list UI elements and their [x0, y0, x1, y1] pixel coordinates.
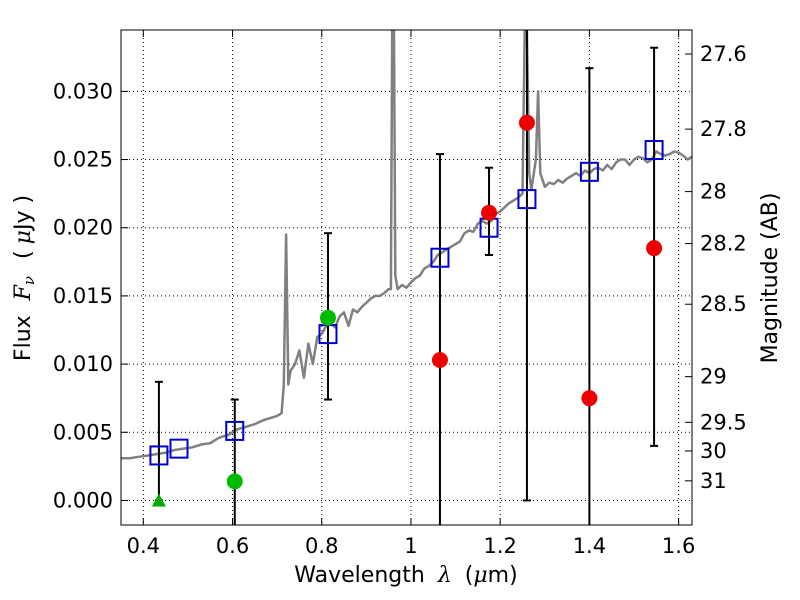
y-axis: 0.000 0.005 0.010 0.015 0.020 0.025 0.030	[53, 79, 128, 512]
plot-frame	[120, 29, 693, 526]
model-photometry-square	[149, 445, 169, 466]
model-photometry-square	[517, 189, 537, 210]
x-tick-label: 0.8	[305, 534, 338, 558]
x-tick-label: 0.4	[127, 534, 160, 558]
y-axis-label-text: Flux	[11, 315, 36, 361]
y-tick-label: 0.015	[53, 284, 113, 308]
model-photometry-square	[644, 140, 664, 160]
y-axis-label-unit-open: (	[11, 250, 36, 259]
x-axis-label-unit-close: m)	[488, 563, 518, 588]
detection-marker	[226, 473, 243, 490]
y2-tick-label: 29	[700, 365, 727, 389]
y2-tick-label: 27.6	[700, 42, 747, 66]
non-detection-marker	[481, 204, 498, 221]
y2-tick-label: 28.5	[700, 292, 747, 316]
x-tick-label: 1.2	[483, 534, 516, 558]
model-photometry-square	[225, 420, 245, 441]
y-axis-label: Flux Fν ( μJy )	[11, 195, 40, 361]
non-detection-marker	[431, 352, 448, 368]
y2-axis-label: Magnitude (AB)	[758, 193, 783, 364]
y2-axis: 27.6 27.8 28 28.2 28.5 29 29.5 30 31	[685, 42, 747, 493]
y2-tick-label: 29.5	[700, 410, 747, 434]
detection-marker	[319, 309, 336, 326]
x-axis-label-text: Wavelength	[294, 563, 425, 588]
non-detection-marker	[646, 240, 663, 257]
x-axis-label-unit-open: (	[465, 563, 474, 588]
upper-limit-marker	[151, 493, 166, 507]
y2-tick-label: 27.8	[700, 117, 747, 141]
x-tick-label: 0.6	[216, 534, 249, 558]
non-detection-marker	[518, 114, 535, 131]
y2-tick-label: 30	[700, 439, 727, 463]
x-axis-label: Wavelength λ (μm)	[294, 563, 517, 588]
model-photometry-square	[579, 161, 599, 182]
x-tick-label: 1.4	[573, 534, 606, 558]
y-axis-label-mu: μ	[11, 230, 36, 244]
y-axis-label-unit-close: Jy )	[11, 195, 36, 232]
y-tick-label: 0.025	[53, 148, 113, 172]
model-photometry-square	[169, 438, 189, 459]
y-tick-label: 0.010	[53, 352, 113, 376]
y-tick-label: 0.005	[53, 420, 113, 444]
x-tick-label: 1	[404, 534, 417, 558]
x-axis-label-lambda: λ	[437, 563, 452, 588]
model-photometry-square	[430, 247, 450, 268]
non-detection-marker	[581, 390, 598, 407]
y-tick-label: 0.030	[53, 79, 113, 103]
y-axis-label-nu: ν	[20, 276, 38, 285]
y2-tick-label: 31	[700, 469, 727, 493]
series-layer	[121, 30, 692, 525]
x-tick-label: 1.6	[662, 534, 695, 558]
x-axis-label-mu: μ	[473, 563, 487, 588]
y-tick-label: 0.000	[53, 488, 113, 512]
y2-tick-label: 28.2	[700, 232, 747, 256]
y2-tick-label: 28	[700, 180, 727, 204]
y-axis-label-F: F	[11, 284, 36, 301]
x-axis: 0.4 0.6 0.8 1 1.2 1.4 1.6	[127, 30, 695, 558]
y-tick-label: 0.020	[53, 216, 113, 240]
